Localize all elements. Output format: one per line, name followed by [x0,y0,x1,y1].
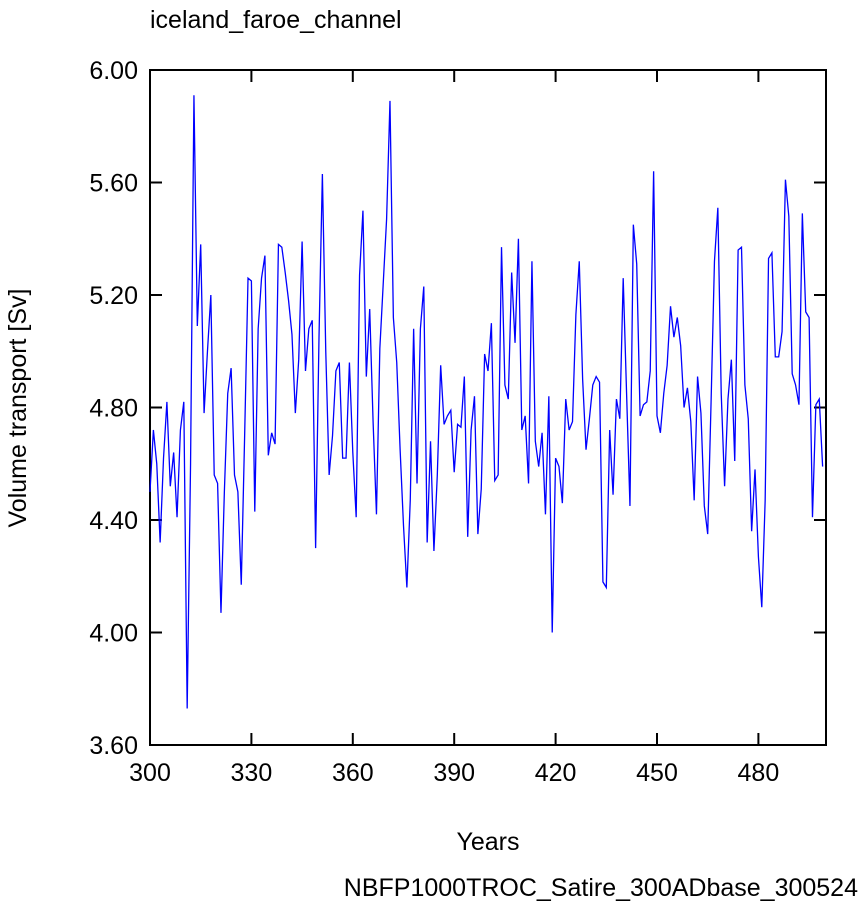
x-tick-label: 480 [738,759,780,787]
y-tick-label: 6.00 [89,57,138,85]
y-tick-label: 4.40 [89,507,138,535]
x-tick-label: 450 [636,759,678,787]
chart-title: iceland_faroe_channel [150,6,402,34]
y-tick-label: 4.80 [89,395,138,423]
x-tick-label: 330 [231,759,273,787]
x-axis-label: Years [456,828,519,856]
x-tick-label: 420 [535,759,577,787]
x-tick-label: 300 [129,759,171,787]
y-tick-label: 4.00 [89,620,138,648]
y-tick-label: 3.60 [89,732,138,760]
x-tick-label: 360 [332,759,374,787]
x-tick-label: 390 [433,759,475,787]
y-axis-label: Volume transport [Sv] [4,288,32,527]
y-tick-label: 5.20 [89,282,138,310]
plot-frame [149,69,827,746]
data-line [149,95,824,709]
annotation: NBFP1000TROC_Satire_300ADbase_300524 [344,874,858,902]
y-tick-label: 5.60 [89,170,138,198]
